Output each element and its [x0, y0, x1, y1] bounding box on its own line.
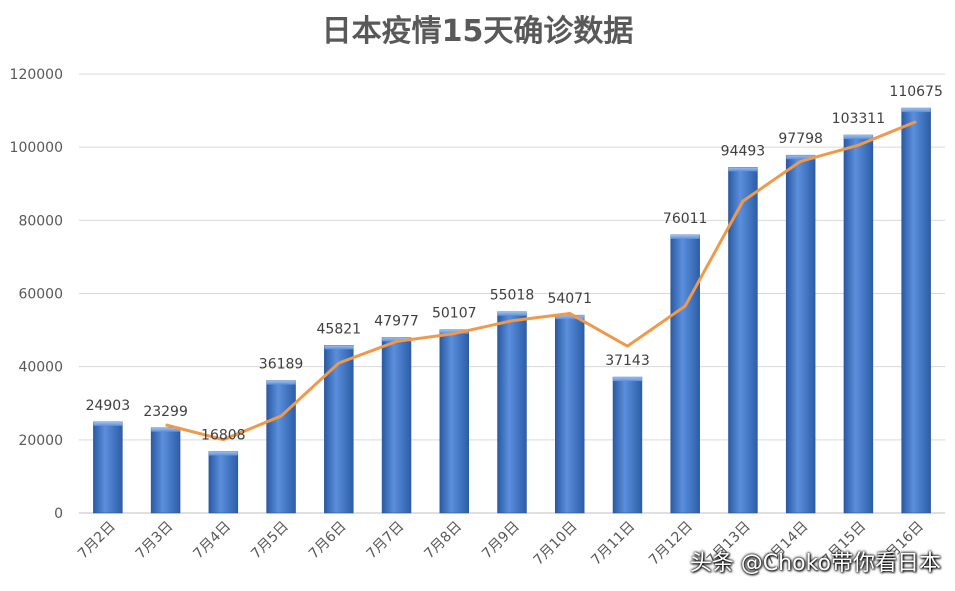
bar [728, 167, 758, 514]
bar [612, 376, 643, 514]
bar-cap [266, 380, 296, 385]
x-tick-label: 7月8日 [421, 519, 465, 563]
data-label: 55018 [490, 288, 535, 304]
x-tick-label: 7月9日 [479, 519, 523, 563]
x-tick-label: 7月7日 [364, 519, 408, 563]
bar-cap [786, 155, 816, 160]
x-tick-label: 7月12日 [646, 519, 696, 569]
watermark: 头条 @Choko带你看日本 [689, 551, 941, 576]
data-label: 36189 [259, 357, 304, 373]
chart-title: 日本疫情15天确诊数据 [321, 14, 634, 49]
bar-cap [324, 345, 354, 350]
data-label: 24903 [86, 398, 131, 414]
bar-cap [901, 108, 931, 113]
bar-cap [382, 337, 411, 342]
bar [324, 345, 354, 514]
bar [554, 314, 585, 514]
bar-cap [613, 377, 642, 382]
bar-cap [151, 427, 181, 432]
x-tick-label: 7月4日 [190, 519, 234, 563]
bar-cap [208, 451, 238, 456]
bar [439, 329, 470, 514]
data-label: 54071 [547, 291, 592, 307]
y-tick-label: 20000 [18, 433, 63, 449]
y-tick-label: 80000 [18, 213, 63, 229]
data-label: 16808 [201, 428, 246, 444]
bar [901, 107, 931, 514]
y-tick-label: 40000 [18, 360, 63, 376]
x-tick-label: 7月10日 [531, 519, 581, 569]
data-label: 23299 [143, 404, 188, 420]
x-tick-label: 7月3日 [133, 519, 177, 563]
data-label: 76011 [663, 211, 708, 227]
x-tick-label: 7月11日 [588, 519, 638, 569]
data-label: 50107 [432, 306, 477, 322]
x-tick-label: 7月6日 [306, 519, 350, 563]
bar [785, 154, 816, 514]
bar [266, 380, 296, 514]
bar [208, 451, 239, 514]
bar [670, 234, 700, 514]
data-label: 45821 [317, 321, 362, 337]
x-tick-label: 7月5日 [248, 519, 292, 563]
bar [497, 311, 527, 514]
y-tick-label: 120000 [10, 67, 63, 83]
data-label: 37143 [605, 353, 650, 369]
bar [150, 427, 181, 514]
trend-line [165, 120, 917, 442]
bar-cap [555, 315, 585, 320]
bar-cap [497, 311, 527, 316]
bar [843, 134, 874, 514]
bar-cap [670, 234, 700, 239]
bar [381, 337, 412, 514]
bar-cap [728, 167, 758, 172]
bar-cap [843, 135, 873, 140]
x-tick-label: 7月2日 [75, 519, 119, 563]
bar-cap [93, 421, 123, 426]
data-label: 97798 [778, 131, 823, 147]
data-label: 94493 [721, 143, 766, 159]
y-tick-label: 0 [54, 506, 63, 522]
data-label: 103311 [832, 111, 885, 127]
data-label: 47977 [374, 313, 419, 329]
bar-cap [439, 329, 469, 334]
y-tick-label: 60000 [18, 287, 63, 303]
y-tick-label: 100000 [10, 140, 63, 156]
bar [93, 421, 123, 514]
data-label: 110675 [889, 84, 942, 100]
